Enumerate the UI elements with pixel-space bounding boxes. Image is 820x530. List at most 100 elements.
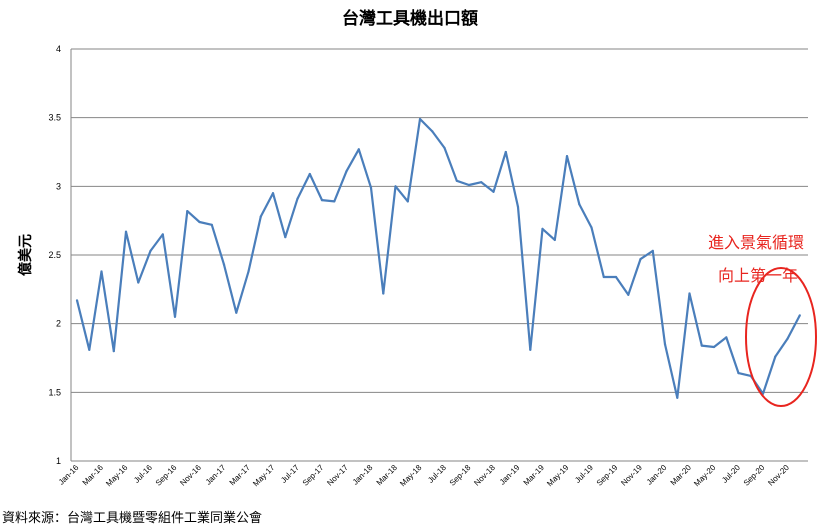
- data-point: [627, 293, 630, 296]
- x-tick-label: May-17: [251, 463, 277, 489]
- data-point: [712, 345, 716, 349]
- data-point: [467, 183, 471, 187]
- x-tick-label: Jan-19: [498, 463, 522, 487]
- data-point: [88, 348, 91, 351]
- data-point: [663, 343, 667, 346]
- x-tick-label: Mar-18: [375, 463, 400, 488]
- data-point: [161, 233, 164, 236]
- x-tick-label: May-20: [692, 463, 718, 489]
- y-tick-label: 1.5: [48, 387, 61, 397]
- x-tick-label: Jul-16: [132, 463, 154, 485]
- data-point: [651, 249, 654, 252]
- x-tick-label: Mar-20: [669, 463, 694, 488]
- x-tick-label: Jan-20: [645, 463, 669, 487]
- x-tick-label: Nov-17: [325, 463, 350, 488]
- x-tick-label: Sep-17: [301, 463, 326, 488]
- data-point: [541, 227, 544, 230]
- data-point: [614, 275, 618, 279]
- data-point: [737, 372, 740, 375]
- data-point: [173, 315, 177, 318]
- data-point: [639, 258, 642, 261]
- data-point: [345, 170, 348, 173]
- data-point: [333, 200, 336, 203]
- data-point: [382, 292, 385, 295]
- x-tick-label: Jan-18: [351, 463, 375, 487]
- data-point: [149, 249, 152, 252]
- data-point: [455, 179, 458, 182]
- highlight-circle: [745, 267, 817, 407]
- x-tick-label: Jul-20: [720, 463, 742, 485]
- y-tick-label: 1: [56, 456, 61, 466]
- data-point: [774, 355, 777, 358]
- y-tick-label: 2: [56, 319, 61, 329]
- x-tick-label: Sep-18: [448, 463, 473, 488]
- x-tick-label: Mar-16: [81, 463, 106, 488]
- x-tick-label: Jul-17: [279, 463, 301, 485]
- data-point: [676, 396, 679, 399]
- data-point: [320, 199, 324, 202]
- x-tick-label: Mar-19: [522, 463, 547, 488]
- data-point: [406, 200, 409, 203]
- data-point: [443, 146, 446, 149]
- data-point: [431, 130, 434, 133]
- y-axis-label: 億美元: [17, 234, 34, 276]
- x-tick-label: Jul-19: [573, 463, 595, 485]
- annotation-line-2: 向上第一年: [718, 266, 798, 285]
- x-tick-label: Mar-17: [228, 463, 253, 488]
- data-point: [100, 270, 103, 273]
- x-tick-label: Nov-18: [472, 463, 497, 488]
- series-line: [75, 117, 801, 399]
- chart-title: 台灣工具機出口額: [342, 8, 478, 29]
- data-point: [786, 337, 789, 340]
- data-point: [235, 311, 238, 314]
- data-point: [798, 314, 801, 317]
- data-point: [480, 181, 483, 184]
- data-point: [357, 148, 360, 151]
- x-tick-label: Sep-16: [154, 463, 179, 488]
- data-point: [578, 203, 581, 206]
- data-point: [553, 238, 556, 241]
- data-point: [688, 292, 691, 295]
- data-point: [284, 236, 287, 239]
- y-tick-labels: 1 1.5 2 2.5 3 3.5 4: [48, 44, 61, 466]
- data-point: [590, 226, 593, 229]
- y-tick-label: 3: [56, 181, 61, 191]
- data-point: [271, 192, 275, 195]
- x-tick-label: May-19: [545, 463, 571, 489]
- data-point: [516, 205, 520, 208]
- data-point: [124, 230, 128, 233]
- data-point: [504, 150, 507, 154]
- annotation-line-1: 進入景氣循環: [708, 233, 804, 252]
- data-point: [259, 215, 262, 218]
- source-note: 資料來源：台灣工具機暨零組件工業同業公會: [2, 511, 263, 526]
- gridlines: [71, 48, 808, 393]
- x-tick-label: Jan-16: [57, 463, 81, 487]
- data-point: [198, 220, 201, 224]
- x-tick-label: Sep-20: [742, 463, 767, 488]
- y-tick-label: 2.5: [48, 250, 61, 260]
- x-tick-label: Nov-16: [178, 463, 203, 488]
- x-tick-labels: Jan-16 Mar-16 May-16 Jul-16 Sep-16 Nov-16 Jan-…: [57, 463, 792, 489]
- y-tick-label: 4: [56, 44, 61, 54]
- data-point: [394, 185, 397, 188]
- series-layer: [75, 117, 801, 399]
- data-point: [75, 299, 79, 302]
- data-point: [247, 270, 250, 273]
- data-point: [369, 186, 373, 189]
- data-point: [296, 197, 299, 200]
- data-point: [725, 336, 728, 339]
- data-point: [210, 223, 213, 226]
- x-tick-label: Nov-19: [619, 463, 644, 488]
- y-tick-label: 3.5: [48, 113, 61, 123]
- data-point: [308, 172, 311, 176]
- data-point: [186, 210, 189, 213]
- data-point: [137, 281, 140, 284]
- line-chart: 台灣工具機出口額 億美元 11.522.533.54 Jan-16 Mar-16 M…: [17, 8, 817, 489]
- data-point: [492, 190, 495, 193]
- data-point: [112, 350, 115, 353]
- x-tick-label: Sep-19: [595, 463, 620, 488]
- data-point: [602, 275, 605, 279]
- x-tick-label: May-16: [104, 463, 130, 489]
- x-tick-label: May-18: [398, 463, 424, 489]
- x-tick-label: Jan-17: [204, 463, 228, 487]
